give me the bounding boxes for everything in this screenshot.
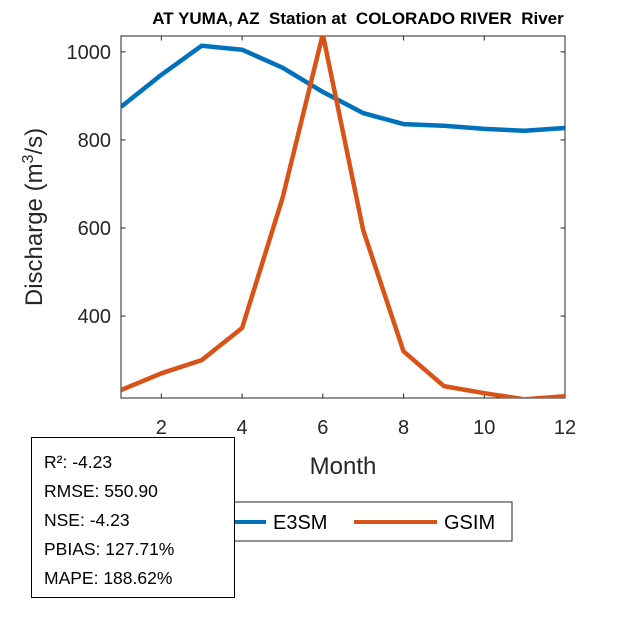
x-axis-label: Month xyxy=(310,453,377,480)
y-axis-label-sup: 3 xyxy=(20,154,37,163)
x-tick-label: 8 xyxy=(398,417,409,439)
y-axis-label: Discharge (m3/s) xyxy=(20,128,48,306)
series-line-gsim xyxy=(121,36,565,398)
x-tick-label: 2 xyxy=(156,417,167,439)
x-tick-label: 4 xyxy=(237,417,248,439)
x-tick-label: 10 xyxy=(473,417,495,439)
chart-title: AT YUMA, AZ Station at COLORADO RIVER Ri… xyxy=(152,9,564,28)
x-tick-label: 12 xyxy=(554,417,576,439)
y-axis-label-main: Discharge (m xyxy=(21,163,48,306)
stats-box: R²: -4.23 RMSE: 550.90 NSE: -4.23 PBIAS:… xyxy=(31,437,235,598)
legend-label-e3sm: E3SM xyxy=(273,512,327,534)
y-tick-label: 600 xyxy=(78,218,111,240)
stat-r2: R²: -4.23 xyxy=(44,452,113,472)
legend: E3SM GSIM xyxy=(199,501,513,542)
series-line-e3sm xyxy=(121,43,565,133)
stat-mape: MAPE: 188.62% xyxy=(44,568,173,588)
series-lines xyxy=(121,36,565,398)
x-tick-label: 6 xyxy=(317,417,328,439)
plot-area xyxy=(120,35,566,399)
y-tick-label: 400 xyxy=(78,306,111,328)
y-tick-label: 800 xyxy=(78,130,111,152)
stat-rmse: RMSE: 550.90 xyxy=(44,481,158,501)
legend-label-gsim: GSIM xyxy=(444,512,495,534)
stat-nse: NSE: -4.23 xyxy=(44,510,130,530)
y-axis-ticks: 400 600 800 1000 xyxy=(67,42,565,328)
y-axis-label-end: /s) xyxy=(21,128,48,155)
y-tick-label: 1000 xyxy=(67,42,112,64)
stat-pbias: PBIAS: 127.71% xyxy=(44,539,175,559)
